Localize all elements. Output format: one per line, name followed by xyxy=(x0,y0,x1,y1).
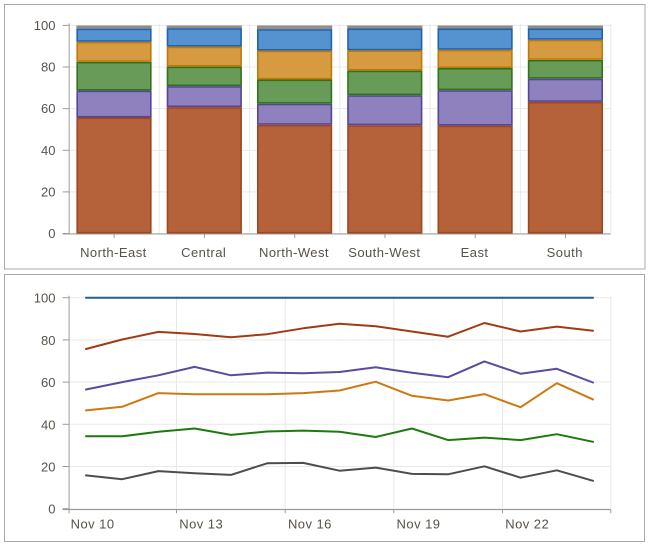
svg-text:East: East xyxy=(461,245,489,260)
svg-text:60: 60 xyxy=(41,101,55,116)
svg-text:40: 40 xyxy=(41,143,55,158)
svg-text:100: 100 xyxy=(34,18,56,33)
svg-text:100: 100 xyxy=(34,291,56,306)
svg-text:North-East: North-East xyxy=(80,245,147,260)
svg-text:0: 0 xyxy=(48,502,55,517)
svg-text:0: 0 xyxy=(48,226,55,241)
svg-text:Central: Central xyxy=(181,245,226,260)
svg-text:Nov 10: Nov 10 xyxy=(71,517,115,532)
svg-text:North-West: North-West xyxy=(259,245,329,260)
svg-text:Nov 13: Nov 13 xyxy=(179,517,223,532)
svg-text:20: 20 xyxy=(41,460,55,475)
svg-text:Nov 16: Nov 16 xyxy=(288,517,332,532)
svg-text:20: 20 xyxy=(41,184,55,199)
svg-text:40: 40 xyxy=(41,417,55,432)
svg-text:Nov 22: Nov 22 xyxy=(505,517,549,532)
svg-text:Nov 19: Nov 19 xyxy=(397,517,441,532)
svg-text:South-West: South-West xyxy=(348,245,420,260)
svg-text:South: South xyxy=(547,245,583,260)
svg-text:80: 80 xyxy=(41,60,55,75)
svg-text:60: 60 xyxy=(41,375,55,390)
svg-text:80: 80 xyxy=(41,333,55,348)
